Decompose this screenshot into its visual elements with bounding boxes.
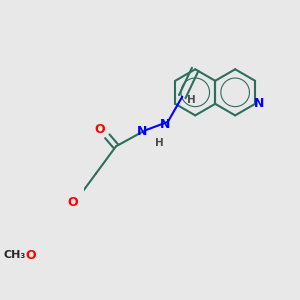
Text: H: H (187, 95, 195, 105)
Text: N: N (160, 118, 170, 130)
Text: O: O (26, 249, 36, 262)
Text: CH₃: CH₃ (4, 250, 26, 260)
Text: N: N (254, 98, 265, 110)
Text: N: N (137, 125, 147, 139)
Text: O: O (68, 196, 78, 209)
Text: H: H (155, 139, 164, 148)
Text: O: O (95, 123, 105, 136)
